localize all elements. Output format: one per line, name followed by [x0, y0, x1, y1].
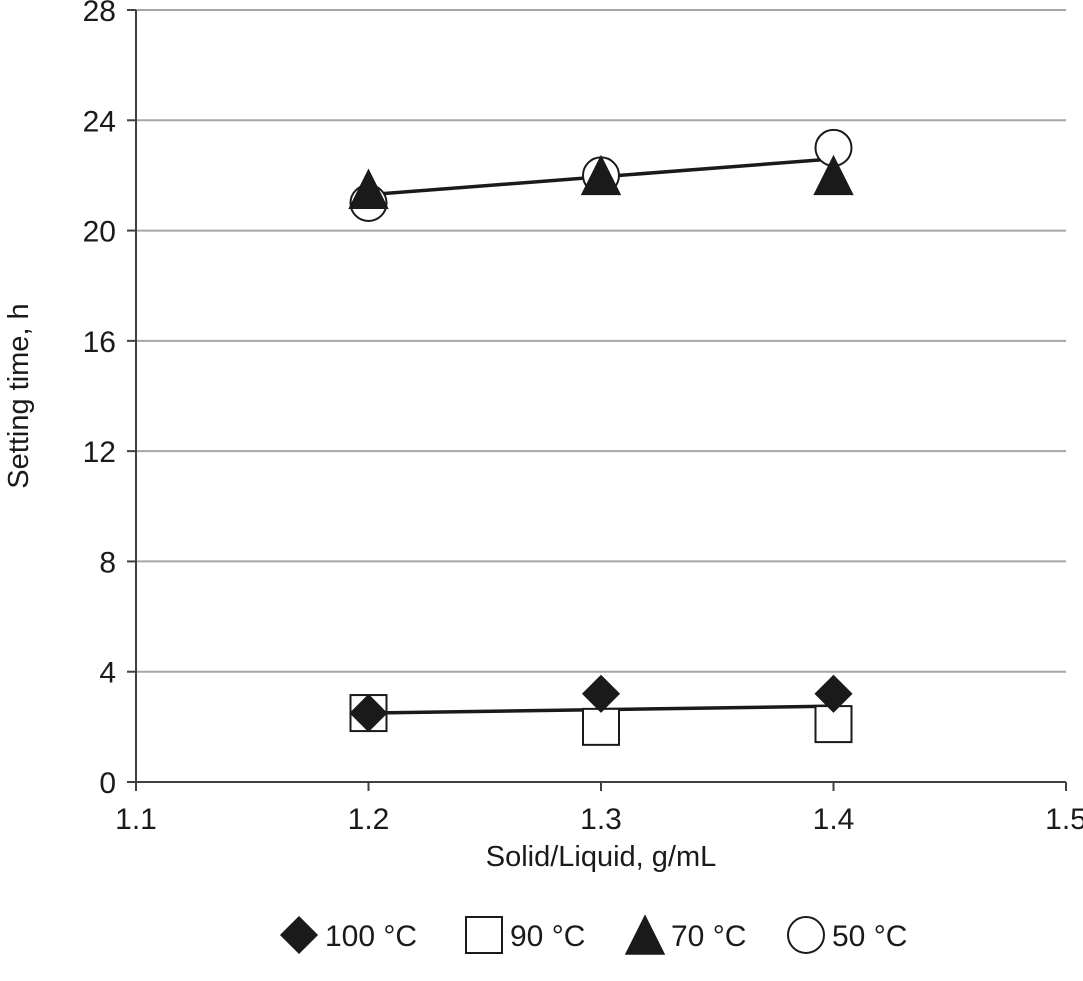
point-triangle-1 [348, 168, 389, 209]
x-tick-label: 1.4 [813, 803, 855, 836]
grid-lines [127, 9, 1066, 783]
legend-diamond-icon [279, 915, 319, 955]
legend-label: 50 °C [832, 920, 907, 953]
legend-circle-icon [787, 916, 825, 954]
x-tick-label: 1.5 [1045, 803, 1083, 836]
y-tick-labels: 0 4 8 12 16 20 24 28 [83, 0, 116, 800]
y-tick-label: 28 [83, 0, 116, 28]
legend-item: 100 °C [279, 915, 417, 955]
legend-label: 100 °C [325, 920, 417, 953]
legend-label: 90 °C [510, 920, 585, 953]
y-axis-title: Setting time, h [3, 303, 35, 488]
point-diamond-2 [581, 674, 621, 713]
y-tick-label: 20 [83, 216, 116, 249]
legend-item: 70 °C [624, 914, 746, 955]
x-tick-label: 1.1 [115, 803, 157, 836]
x-tick-labels: 1.1 1.2 1.3 1.4 1.5 [115, 782, 1083, 836]
legend-square-icon [465, 916, 503, 954]
legend: 100 °C 90 °C 70 °C 50 °C [279, 914, 907, 955]
y-tick-label: 4 [99, 657, 116, 690]
axes [135, 10, 1066, 783]
legend-label: 70 °C [671, 920, 746, 953]
x-axis-title: Solid/Liquid, g/mL [486, 841, 717, 873]
y-tick-label: 0 [99, 767, 116, 800]
point-square-2 [582, 707, 620, 746]
y-tick-label: 24 [83, 105, 116, 138]
legend-item: 50 °C [787, 916, 907, 954]
x-tick-label: 1.3 [580, 803, 622, 836]
y-tick-label: 8 [99, 546, 116, 579]
trendlines [368, 157, 834, 715]
data-points [348, 128, 854, 746]
legend-triangle-icon [624, 914, 666, 955]
point-triangle-3 [813, 154, 854, 196]
point-triangle-2 [580, 154, 622, 196]
point-diamond-3 [814, 674, 853, 713]
x-tick-label: 1.2 [348, 803, 390, 836]
y-tick-label: 16 [83, 326, 116, 359]
legend-item: 90 °C [465, 916, 585, 954]
point-diamond-1 [349, 694, 388, 733]
y-tick-label: 12 [83, 436, 116, 469]
